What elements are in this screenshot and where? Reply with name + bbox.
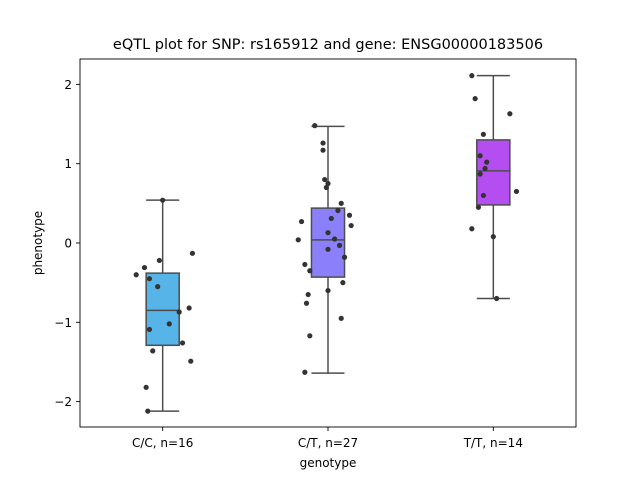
- data-point: [482, 165, 488, 172]
- x-tick-label: C/C, n=16: [132, 436, 193, 450]
- data-point: [155, 284, 161, 290]
- data-point: [325, 287, 331, 294]
- data-point: [303, 300, 310, 306]
- data-point: [340, 280, 346, 286]
- data-point: [307, 333, 313, 339]
- chart-title: eQTL plot for SNP: rs165912 and gene: EN…: [113, 37, 543, 53]
- y-axis-label: phenotype: [31, 211, 45, 275]
- y-tick-label: −1: [54, 316, 72, 330]
- data-point: [325, 246, 331, 252]
- box-iqr: [310, 207, 346, 278]
- data-point: [469, 226, 475, 232]
- x-axis-label: genotype: [300, 456, 357, 470]
- x-tick-label: T/T, n=14: [463, 436, 523, 450]
- data-point: [348, 222, 354, 229]
- x-axis-ticks: C/C, n=16 C/T, n=27 T/T, n=14: [132, 427, 523, 450]
- data-point: [469, 73, 475, 79]
- plot-area: [133, 73, 520, 414]
- data-point: [320, 147, 326, 153]
- data-point: [477, 171, 483, 177]
- data-point: [323, 184, 329, 191]
- data-point: [480, 192, 487, 199]
- data-point: [302, 369, 308, 375]
- y-tick-label: 2: [64, 78, 72, 92]
- y-axis-ticks: −2 −1 0 1 2: [54, 78, 80, 409]
- data-point: [325, 180, 331, 187]
- data-point: [325, 230, 331, 236]
- y-tick-label: 0: [64, 237, 72, 251]
- data-point: [336, 242, 343, 248]
- data-point: [145, 408, 151, 414]
- data-point: [346, 212, 353, 218]
- data-point: [477, 153, 483, 159]
- y-tick-label: 1: [64, 157, 72, 171]
- y-tick-label: −2: [54, 395, 72, 409]
- data-point: [143, 384, 149, 390]
- data-point: [186, 305, 192, 311]
- data-point: [298, 218, 305, 225]
- box-group-2: [476, 74, 511, 300]
- data-point: [307, 268, 313, 274]
- data-point: [328, 215, 334, 222]
- data-point: [484, 159, 490, 165]
- x-tick-label: C/T, n=27: [298, 436, 358, 450]
- data-point: [160, 197, 166, 203]
- data-point: [322, 176, 328, 183]
- data-point: [338, 315, 344, 321]
- strip-points-1: [295, 123, 354, 375]
- data-point: [141, 264, 148, 271]
- data-point: [472, 96, 478, 102]
- plot-frame: [79, 58, 577, 428]
- data-point: [146, 276, 153, 282]
- strip-points-0: [133, 197, 196, 414]
- data-point: [188, 358, 194, 364]
- box-group-0: [145, 199, 180, 412]
- strip-points-2: [469, 73, 520, 302]
- data-point: [295, 237, 301, 243]
- data-point: [189, 250, 196, 256]
- box-iqr: [476, 139, 511, 206]
- data-point: [338, 200, 344, 206]
- data-point: [302, 261, 308, 268]
- data-point: [332, 236, 338, 242]
- data-point: [341, 254, 348, 260]
- data-point: [480, 131, 487, 137]
- data-point: [490, 234, 496, 240]
- data-point: [156, 257, 162, 264]
- data-point: [166, 321, 172, 327]
- data-point: [133, 272, 139, 278]
- data-point: [176, 309, 182, 315]
- data-point: [494, 295, 500, 302]
- data-point: [146, 326, 153, 333]
- data-point: [305, 291, 311, 298]
- data-point: [312, 123, 318, 129]
- data-point: [320, 140, 326, 146]
- data-point: [335, 207, 341, 214]
- data-point: [150, 348, 156, 354]
- box-iqr: [145, 272, 180, 347]
- data-point: [513, 188, 520, 195]
- data-point: [179, 340, 186, 346]
- data-point: [475, 204, 482, 210]
- box-group-1: [310, 125, 346, 374]
- data-point: [507, 111, 513, 117]
